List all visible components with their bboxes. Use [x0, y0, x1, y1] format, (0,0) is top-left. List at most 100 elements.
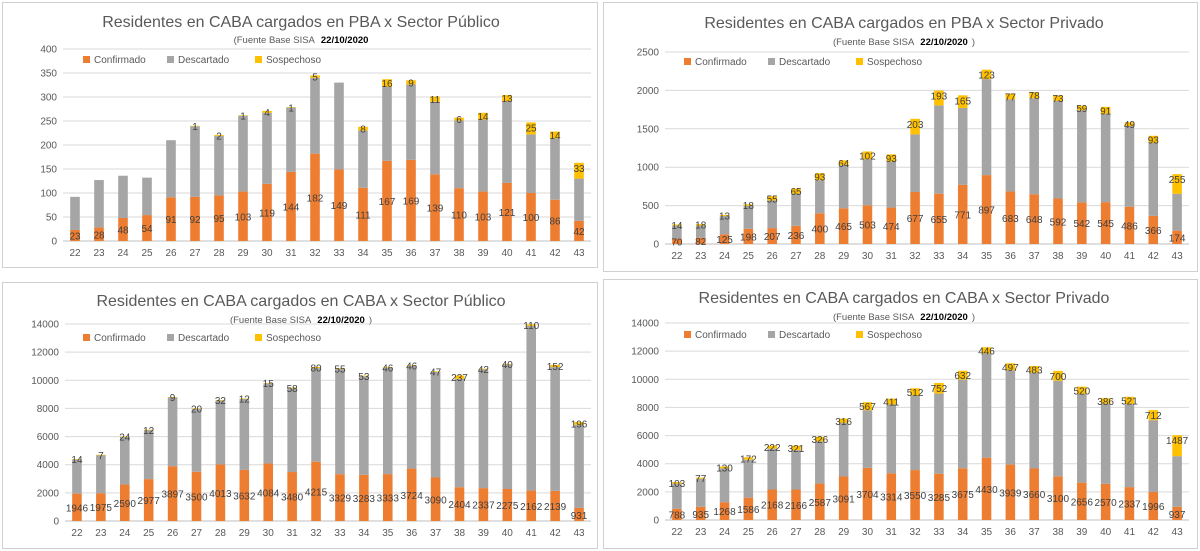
bar-descartado: [382, 86, 392, 161]
bar-confirmado: [957, 468, 968, 520]
data-label-sospechoso: 77: [1005, 92, 1017, 103]
chart-subtitle-source: (Fuente Base SISA: [230, 315, 312, 326]
bar-sospechoso: [862, 151, 873, 160]
x-tick-label: 43: [573, 248, 585, 259]
bar-confirmado: [215, 464, 226, 521]
bar-descartado: [335, 369, 345, 475]
x-tick-label: 38: [453, 248, 465, 259]
bar-sospechoso: [454, 375, 465, 379]
data-label-sospechoso: 14: [71, 455, 83, 466]
bar-sospechoso: [287, 387, 297, 389]
x-tick-label: 35: [382, 528, 394, 539]
data-label-confirmado: 648: [1026, 215, 1043, 226]
x-tick-label: 32: [310, 528, 322, 539]
data-label-sospechoso: 58: [287, 384, 299, 395]
bar-sospechoso: [815, 436, 825, 442]
data-label-sospechoso: 386: [1097, 397, 1114, 408]
bar-confirmado: [838, 476, 849, 520]
x-tick-label: 34: [957, 527, 969, 538]
bar-descartado: [502, 364, 513, 489]
data-label-confirmado: 3632: [233, 491, 256, 502]
chart-panel-pba-publico: Residentes en CABA cargados en PBA x Sec…: [2, 2, 598, 268]
chart-plot-area: 0501001502002503003504002223232824482554…: [40, 45, 591, 259]
bar-descartado: [1029, 372, 1039, 469]
x-tick-label: 25: [143, 528, 155, 539]
bar-confirmado: [406, 159, 416, 241]
bar-confirmado: [862, 467, 873, 520]
bar-sospechoso: [695, 224, 706, 226]
data-label-confirmado: 2166: [785, 501, 808, 512]
bar-descartado: [574, 424, 584, 508]
y-tick-label: 6000: [37, 432, 60, 443]
data-label-confirmado: 70: [671, 237, 683, 248]
data-label-sospechoso: 16: [381, 79, 393, 90]
bar-descartado: [981, 79, 992, 176]
chart-plot-area: 0 500 1000 1500 2000 2500 22 70 14 23 82 18 24 125 13 2…: [637, 48, 1189, 262]
data-label-sospechoso: 172: [740, 454, 757, 465]
data-label-confirmado: 2977: [138, 496, 161, 507]
x-tick-label: 40: [502, 528, 514, 539]
y-tick-label: 1000: [637, 163, 660, 174]
x-tick-label: 28: [814, 251, 826, 262]
data-label-sospechoso: 1: [288, 103, 294, 114]
x-tick-label: 43: [1172, 251, 1184, 262]
bar-confirmado: [119, 484, 130, 521]
x-tick-label: 34: [957, 251, 969, 262]
chart-subtitle: (Fuente Base SISA 22/10/2020): [833, 37, 975, 48]
data-label-sospechoso: 20: [191, 405, 203, 416]
data-label-sospechoso: 1: [240, 111, 246, 122]
data-label-sospechoso: 46: [406, 362, 418, 373]
bar-descartado: [478, 119, 488, 192]
data-label-confirmado: 3939: [999, 488, 1022, 499]
bar-sospechoso: [910, 388, 920, 396]
bar-confirmado: [310, 153, 320, 241]
data-label-sospechoso: 203: [907, 120, 924, 131]
bar-confirmado: [838, 208, 849, 244]
x-tick-label: 43: [573, 528, 585, 539]
bar-descartado: [934, 105, 944, 194]
x-tick-label: 31: [886, 251, 898, 262]
chart-subtitle-date: 22/10/2020: [920, 37, 968, 48]
bar-descartado: [1124, 404, 1135, 488]
bar-sospechoso: [143, 429, 154, 431]
bar-sospechoso: [239, 398, 250, 400]
chart-caba-publico: Residentes en CABA cargados en CABA x Se…: [31, 293, 591, 539]
data-label-sospechoso: 55: [334, 365, 346, 376]
chart-legend: Confirmado Descartado Sospechoso: [684, 57, 922, 68]
data-label-confirmado: 91: [165, 215, 177, 226]
bar-descartado: [1077, 393, 1087, 483]
data-label-confirmado: 542: [1073, 219, 1090, 230]
x-tick-label: 25: [743, 527, 755, 538]
data-label-sospechoso: 521: [1121, 396, 1138, 407]
x-tick-label: 26: [167, 528, 179, 539]
x-tick-label: 28: [213, 248, 225, 259]
bar-sospechoso: [815, 173, 825, 181]
bar-descartado: [382, 367, 393, 475]
x-tick-label: 29: [838, 251, 850, 262]
x-tick-label: 32: [309, 248, 321, 259]
legend-swatch-descartado: [167, 56, 174, 63]
bar-sospechoso: [1005, 363, 1016, 371]
legend-label-confirmado: Confirmado: [695, 330, 747, 341]
bar-sospechoso: [286, 107, 296, 108]
bar-confirmado: [526, 490, 537, 521]
x-tick-label: 32: [910, 527, 922, 538]
data-label-sospechoso: 15: [263, 379, 275, 390]
x-tick-label: 27: [790, 527, 802, 538]
x-tick-label: 31: [285, 248, 297, 259]
data-label-sospechoso: 102: [859, 151, 876, 162]
bar-descartado: [478, 369, 489, 489]
x-tick-label: 43: [1172, 527, 1184, 538]
chart-subtitle: (Fuente Base SISA 22/10/2020): [833, 312, 975, 323]
bar-confirmado: [934, 193, 944, 244]
bar-descartado: [1172, 456, 1182, 507]
bar-descartado: [1100, 113, 1111, 203]
bar-sospechoso: [358, 126, 368, 131]
bar-sospechoso: [838, 418, 849, 424]
data-label-confirmado: 400: [811, 225, 828, 236]
data-label-confirmado: 4430: [975, 485, 998, 496]
data-label-confirmado: 655: [931, 215, 948, 226]
x-tick-label: 22: [671, 251, 683, 262]
y-tick-label: 2000: [637, 86, 660, 97]
x-tick-label: 29: [237, 248, 249, 259]
